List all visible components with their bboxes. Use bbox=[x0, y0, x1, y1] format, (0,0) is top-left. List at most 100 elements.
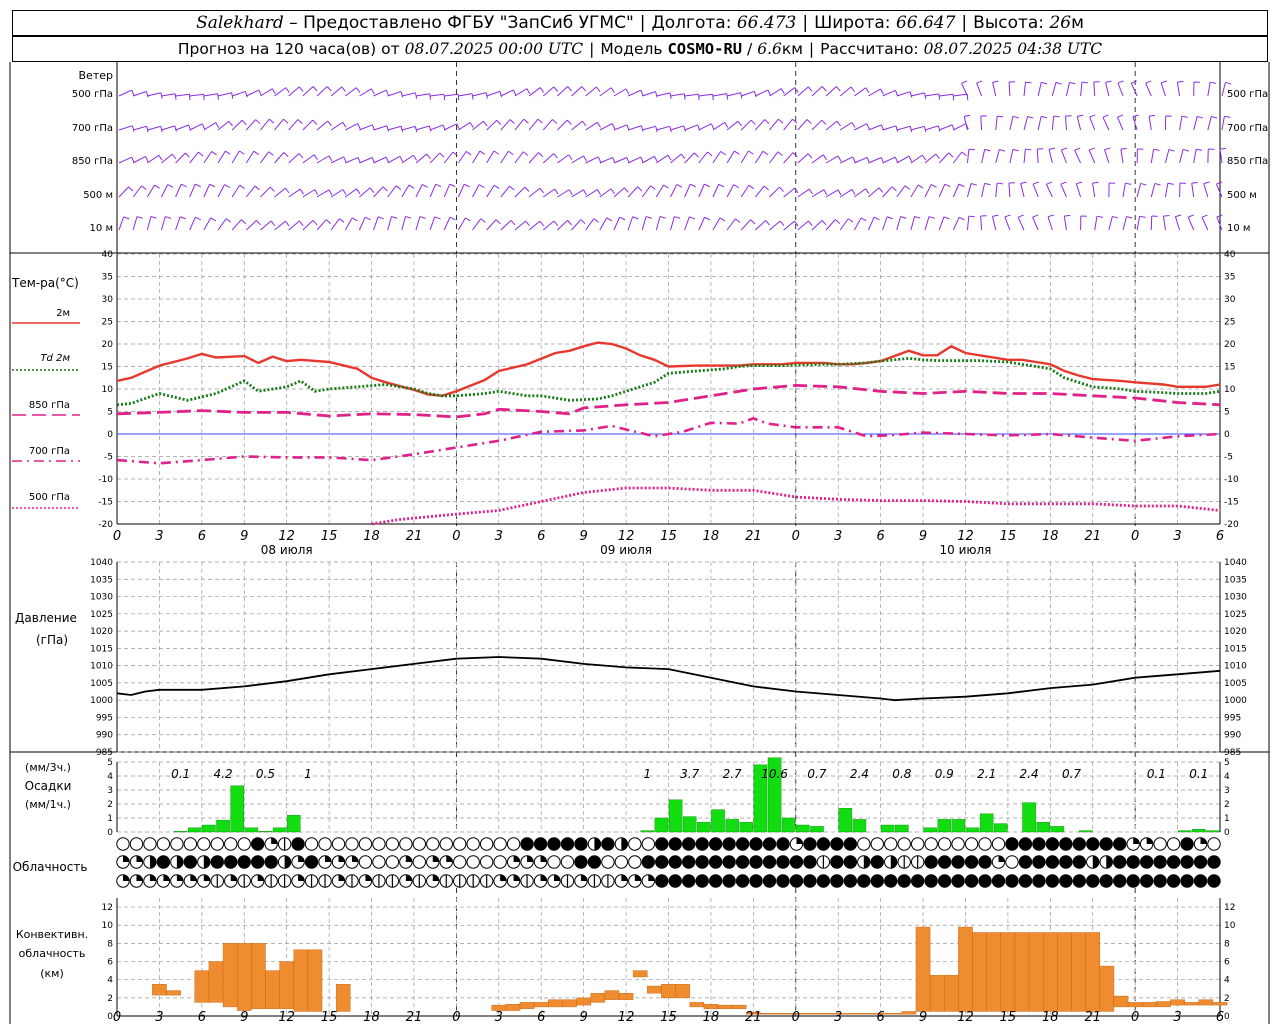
cloud-circle bbox=[668, 837, 682, 851]
wind-barb bbox=[868, 187, 880, 198]
wind-barb bbox=[373, 216, 379, 231]
cloud-symbol bbox=[479, 837, 494, 851]
wind-barb-feather bbox=[395, 185, 402, 190]
wind-barb bbox=[429, 183, 437, 198]
cloud-circle bbox=[304, 855, 319, 869]
wind-barb-feather bbox=[597, 189, 601, 195]
wind-barb-feather bbox=[984, 148, 991, 152]
wind-barb-feather bbox=[194, 183, 201, 188]
wind-barb bbox=[854, 156, 868, 164]
wind-barb bbox=[160, 216, 166, 231]
wind-barb-feather bbox=[878, 187, 884, 193]
wind-barb bbox=[1120, 149, 1124, 164]
wind-barb bbox=[1191, 183, 1195, 198]
cloud-symbol bbox=[533, 837, 548, 851]
wind-barb-feather bbox=[313, 154, 318, 160]
wind-barb bbox=[444, 123, 458, 131]
cloud-symbol bbox=[156, 874, 171, 888]
cloud-circle bbox=[1113, 874, 1127, 888]
wind-barb bbox=[726, 218, 736, 231]
wind-barb-feather bbox=[241, 119, 247, 126]
wind-barb-feather bbox=[851, 122, 856, 128]
wind-barb-feather bbox=[538, 152, 544, 158]
wind-barb-feather bbox=[269, 186, 275, 192]
wind-barb bbox=[302, 154, 315, 164]
conv-bar bbox=[1113, 995, 1129, 1008]
precip-title: Осадки bbox=[25, 779, 72, 793]
wind-barb bbox=[274, 118, 284, 131]
wind-barb bbox=[670, 93, 685, 97]
cloud-symbol bbox=[1086, 837, 1100, 851]
wind-barb bbox=[132, 91, 147, 97]
wind-barb bbox=[316, 219, 327, 231]
cloud-circle bbox=[628, 837, 642, 851]
precip-bar bbox=[880, 824, 895, 833]
wind-barb-feather bbox=[539, 187, 544, 194]
wind-barb bbox=[1203, 183, 1209, 198]
x-tick-label: 18 bbox=[703, 529, 720, 544]
wind-barb bbox=[571, 155, 584, 164]
wind-barb bbox=[132, 185, 143, 198]
conv-x-tick-label: 18 bbox=[703, 1010, 720, 1024]
cloud-circle bbox=[884, 874, 898, 888]
wind-barb-feather bbox=[1041, 81, 1048, 85]
cloud-circle bbox=[695, 855, 709, 869]
wind-barb bbox=[133, 125, 147, 131]
wind-barb bbox=[1136, 216, 1141, 231]
wind-barb bbox=[571, 86, 583, 97]
wind-barb bbox=[1037, 116, 1042, 131]
wind-barb-feather bbox=[595, 86, 601, 92]
wind-barb bbox=[260, 88, 273, 97]
wind-barb bbox=[203, 217, 212, 231]
wind-barb-feather bbox=[710, 123, 715, 130]
cloud-mark bbox=[540, 874, 547, 881]
cloud-circle bbox=[978, 837, 992, 851]
wind-barb-feather bbox=[948, 152, 954, 158]
cloud-circle bbox=[830, 874, 844, 888]
wind-barb bbox=[1074, 150, 1082, 164]
temp-series-2 bbox=[116, 383, 1221, 419]
wind-barb-feather bbox=[1060, 181, 1067, 185]
latitude-label: Широта: bbox=[814, 13, 891, 33]
conv-bar bbox=[251, 943, 266, 1009]
cloud-symbol bbox=[843, 837, 858, 851]
wind-barb-feather bbox=[270, 220, 276, 226]
precip-bar bbox=[810, 826, 824, 833]
wind-barb-feather bbox=[733, 184, 740, 189]
cloud-symbol bbox=[385, 837, 400, 851]
wind-barb bbox=[797, 86, 809, 97]
precip-bar bbox=[781, 817, 796, 833]
cloud-circle bbox=[1072, 855, 1087, 869]
cloud-symbol bbox=[291, 855, 305, 869]
cloud-circle bbox=[735, 855, 750, 869]
wind-barb bbox=[1116, 116, 1124, 131]
x-tick-label: 0 bbox=[113, 529, 121, 544]
precip-total-label: 0.9 bbox=[935, 767, 954, 781]
temp-legend-item: 850 гПа bbox=[12, 400, 80, 416]
conv-bar bbox=[335, 984, 351, 1012]
wind-barb bbox=[896, 155, 910, 164]
x-tick-label: 12 bbox=[278, 529, 295, 544]
wind-barb bbox=[1162, 216, 1166, 231]
wind-barb-feather bbox=[821, 119, 827, 125]
cloud-symbol bbox=[937, 837, 952, 851]
wind-barb-feather bbox=[253, 150, 260, 156]
wind-barb bbox=[457, 151, 467, 164]
wind-barb bbox=[132, 216, 138, 231]
wind-barb bbox=[642, 125, 656, 131]
wind-barb-feather bbox=[583, 155, 587, 162]
cloud-mark bbox=[149, 855, 157, 869]
conv-bar bbox=[774, 1013, 789, 1015]
wind-barb bbox=[288, 119, 299, 131]
wind-barb-feather bbox=[930, 184, 937, 188]
pressure-ytick-right: 1005 bbox=[1224, 679, 1247, 689]
cloud-symbol bbox=[816, 837, 831, 851]
conv-x-tick-label: 3 bbox=[1173, 1010, 1181, 1024]
precip-bar bbox=[1050, 826, 1065, 833]
wind-barb-feather bbox=[1125, 182, 1132, 185]
wind-barb bbox=[783, 152, 794, 164]
precip-total-label: 0.1 bbox=[171, 767, 190, 781]
wind-barb-feather bbox=[1027, 115, 1034, 119]
cloud-symbol bbox=[789, 837, 804, 851]
